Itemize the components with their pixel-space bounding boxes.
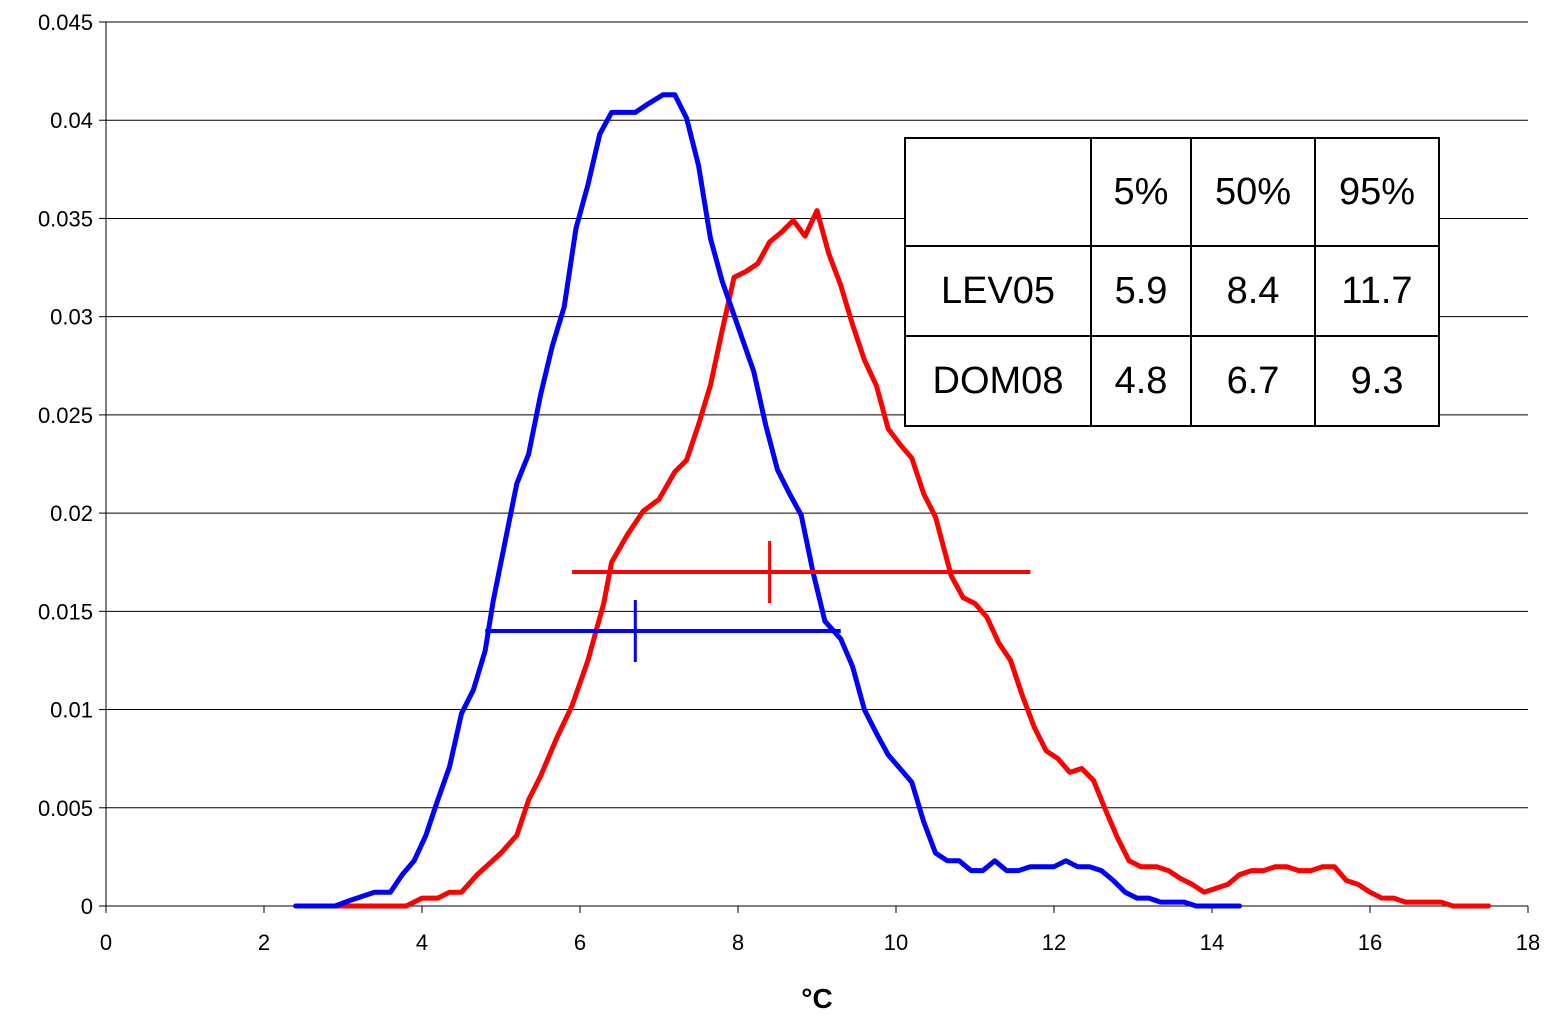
gridlines	[106, 21, 1528, 809]
table-row: DOM08 4.8 6.7 9.3	[904, 335, 1440, 427]
series-lines	[293, 92, 1491, 909]
table-cell: LEV05	[904, 245, 1092, 337]
x-tick-label: 16	[1358, 930, 1382, 955]
x-tick-label: 6	[574, 930, 586, 955]
x-tick-label: 0	[100, 930, 112, 955]
table-cell: 4.8	[1090, 335, 1192, 427]
interval-bars	[485, 541, 1031, 662]
table-cell: 11.7	[1314, 245, 1440, 337]
y-tick-label: 0.015	[38, 599, 93, 624]
table-cell: 9.3	[1314, 335, 1440, 427]
y-tick-label: 0.04	[50, 108, 93, 133]
table-header-cell: 5%	[1090, 137, 1192, 247]
y-tick-label: 0.01	[50, 698, 93, 723]
x-axis-title: °C	[801, 983, 832, 1014]
table-cell: DOM08	[904, 335, 1092, 427]
y-tick-label: 0	[81, 894, 93, 919]
y-tick-label: 0.025	[38, 403, 93, 428]
x-tick-label: 12	[1042, 930, 1066, 955]
x-tick-label: 4	[416, 930, 428, 955]
percentile-table: 5% 50% 95% LEV05 5.9 8.4 11.7 DOM08 4.8 …	[904, 137, 1440, 427]
table-cell: 5.9	[1090, 245, 1192, 337]
series-line-0	[332, 208, 1491, 909]
table-header-cell: 95%	[1314, 137, 1440, 247]
tick-labels: 0 0.005 0.01 0.015 0.02 0.025 0.03 0.035 0.04 0.0…	[38, 10, 1540, 955]
y-tick-label: 0.005	[38, 796, 93, 821]
y-tick-label: 0.02	[50, 501, 93, 526]
x-tick-label: 2	[258, 930, 270, 955]
table-header-cell	[904, 137, 1092, 247]
y-tick-label: 0.045	[38, 10, 93, 35]
x-tick-label: 8	[732, 930, 744, 955]
table-header-cell: 50%	[1190, 137, 1316, 247]
table-cell: 8.4	[1190, 245, 1316, 337]
table-row: LEV05 5.9 8.4 11.7	[904, 245, 1440, 337]
x-tick-label: 10	[884, 930, 908, 955]
series-line-1	[293, 92, 1243, 909]
table-cell: 6.7	[1190, 335, 1316, 427]
x-tick-label: 14	[1200, 930, 1224, 955]
y-tick-label: 0.03	[50, 305, 93, 330]
table-header-row: 5% 50% 95%	[904, 137, 1440, 247]
x-tick-label: 18	[1516, 930, 1540, 955]
y-tick-label: 0.035	[38, 206, 93, 231]
